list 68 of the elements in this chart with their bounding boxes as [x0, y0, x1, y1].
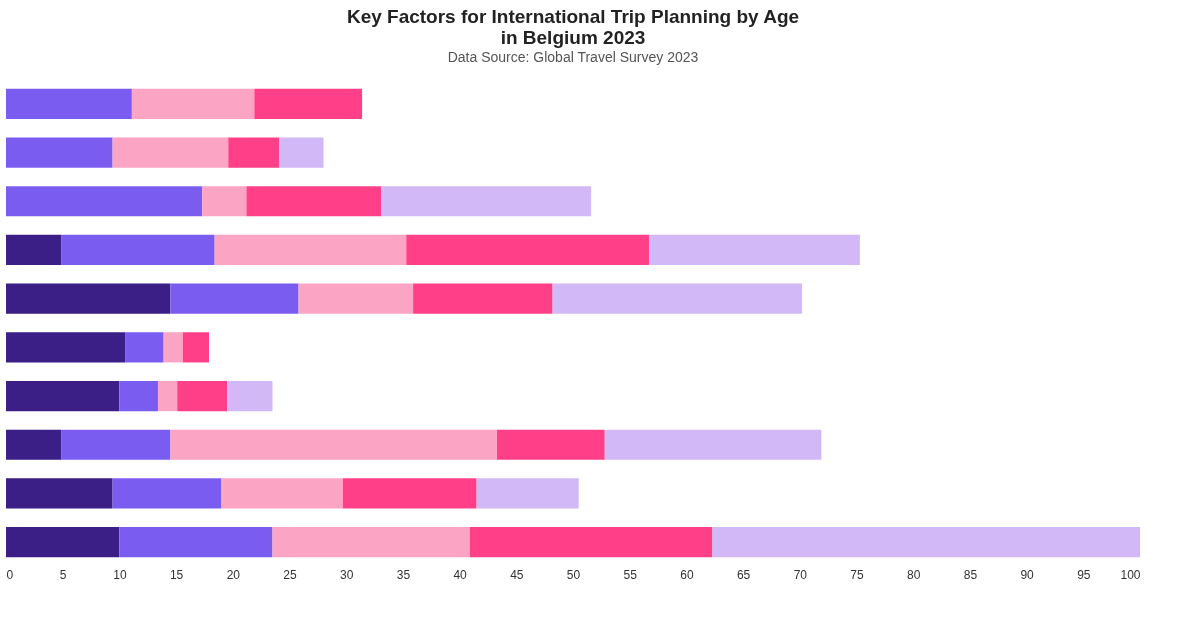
bar [6, 429, 62, 460]
bar [476, 478, 579, 509]
x-tick-label: 50 [566, 567, 581, 582]
bar [182, 332, 209, 363]
x-tick-label: 20 [226, 567, 241, 582]
bar [272, 527, 470, 558]
x-tick-label: 65 [736, 567, 751, 582]
bar [381, 186, 592, 217]
x-tick-label: 90 [1020, 567, 1035, 582]
x-tick-label: 70 [793, 567, 808, 582]
bar [6, 478, 113, 509]
bar [604, 429, 822, 460]
bar [6, 380, 120, 412]
bar [163, 332, 183, 363]
x-tick-label: 25 [283, 567, 297, 582]
bar [406, 234, 649, 266]
bar [61, 234, 215, 266]
bar [119, 380, 158, 412]
bar [342, 478, 477, 509]
bar [131, 88, 255, 119]
x-tick-label: 45 [510, 567, 524, 582]
x-tick-label: 5 [59, 567, 67, 582]
bar [170, 283, 299, 314]
bar [119, 527, 273, 558]
bar [227, 380, 273, 412]
x-tick-label: 0 [6, 567, 14, 582]
bar [214, 234, 407, 266]
bar [112, 137, 229, 168]
bar [157, 380, 178, 412]
bar [6, 332, 126, 363]
bar [61, 429, 171, 460]
bar [221, 478, 343, 509]
bar [648, 234, 860, 266]
bar [6, 527, 120, 558]
x-tick-label: 10 [113, 567, 127, 582]
x-tick-label: 100 [1120, 567, 1141, 582]
bar [177, 380, 228, 412]
bar [6, 137, 113, 168]
x-tick-label: 40 [453, 567, 468, 582]
bar [112, 478, 222, 509]
bar [254, 88, 363, 119]
bar [228, 137, 280, 168]
bar [497, 429, 605, 460]
bar [469, 527, 713, 558]
bar [202, 186, 247, 217]
bar [6, 186, 203, 217]
chart-subtitle: Data Source: Global Travel Survey 2023 [447, 49, 699, 65]
bar [279, 137, 324, 168]
bar [170, 429, 498, 460]
bar [6, 234, 62, 266]
bar [298, 283, 414, 314]
x-tick-label: 80 [907, 567, 921, 582]
bar [413, 283, 553, 314]
x-tick-label: 95 [1077, 567, 1091, 582]
bar [6, 88, 132, 119]
x-tick-label: 85 [963, 567, 978, 582]
x-tick-label: 15 [169, 567, 184, 582]
bar [552, 283, 803, 314]
chart-title: Key Factors for International Trip Planning by Age in Belgium 2023 [346, 6, 800, 48]
x-tick-label: 60 [680, 567, 694, 582]
bar [712, 527, 1140, 558]
bar [246, 186, 382, 217]
x-tick-label: 30 [340, 567, 354, 582]
bar [6, 283, 171, 314]
x-tick-label: 75 [850, 567, 864, 582]
bar [125, 332, 164, 363]
x-tick-label: 35 [396, 567, 411, 582]
x-tick-label: 55 [623, 567, 638, 582]
